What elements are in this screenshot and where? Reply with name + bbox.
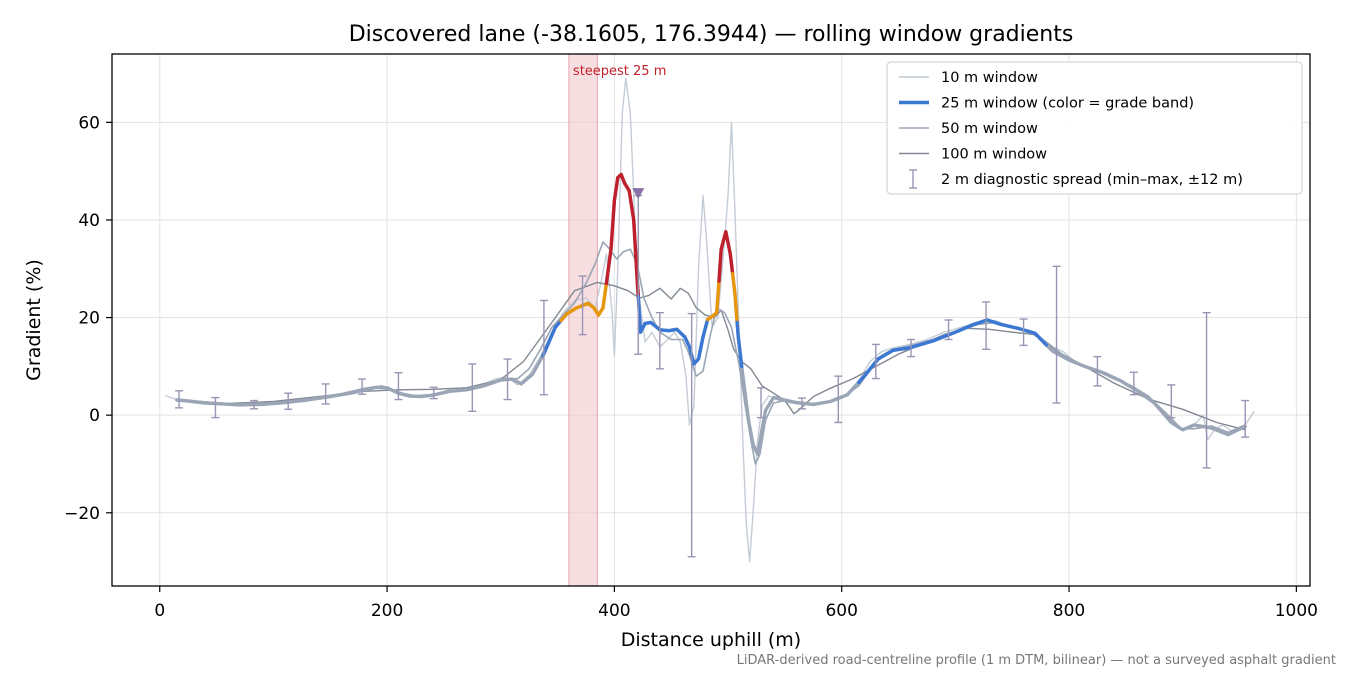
- plot-frame: [111, 53, 1311, 587]
- y-tick-label-2: 20: [78, 309, 100, 329]
- legend-label: 10 m window: [941, 70, 1038, 86]
- spread-bar-17: [834, 375, 843, 424]
- spread-bar-24: [1093, 355, 1102, 387]
- spread-bar-20: [944, 319, 953, 341]
- grade-band-segment-6: [730, 271, 739, 325]
- spread-bar-9: [503, 358, 512, 401]
- y-tick-label-1: 0: [89, 406, 100, 426]
- spread-bar-8: [468, 363, 477, 412]
- spread-bar-22: [1019, 318, 1028, 347]
- spread-bar-4: [321, 383, 330, 405]
- legend-label: 50 m window: [941, 121, 1038, 137]
- x-axis-label: Distance uphill (m): [621, 629, 801, 651]
- legend-entry-4: 2 m diagnostic spread (min–max, ±12 m): [909, 169, 1243, 189]
- x-tick-label-2: 400: [598, 601, 630, 621]
- spread-bar-23: [1052, 265, 1061, 404]
- spread-bar-21: [982, 301, 991, 350]
- spread-bar-3: [284, 392, 293, 411]
- grade-band-segment-1: [559, 281, 609, 323]
- spread-bar-19: [907, 338, 916, 358]
- diagnostic-spread-bars: [175, 194, 1250, 558]
- spread-bar-6: [394, 372, 403, 401]
- legend-label: 100 m window: [941, 147, 1047, 163]
- legend-box: [886, 61, 1303, 195]
- spread-bar-18: [871, 343, 880, 380]
- spread-bar-26: [1167, 384, 1176, 419]
- y-tick-label-0: −20: [64, 504, 100, 524]
- legend-entry-1: 25 m window (color = grade band): [899, 96, 1194, 112]
- x-tick-label-4: 800: [1053, 601, 1085, 621]
- x-tick-label-3: 600: [825, 601, 857, 621]
- series-line-100m: [193, 281, 1246, 431]
- spread-bar-2: [250, 399, 259, 410]
- y-tick-label-4: 60: [78, 113, 100, 133]
- footnote: LiDAR-derived road-centreline profile (1…: [737, 653, 1336, 668]
- spread-bar-1: [211, 396, 220, 419]
- steepest-marker-triangle: [632, 188, 645, 200]
- grade-band-segment-3: [636, 294, 710, 366]
- spread-bar-14: [687, 312, 696, 558]
- grade-band-segment-5: [717, 230, 735, 283]
- y-tick-label-3: 40: [78, 211, 100, 231]
- legend-entry-0: 10 m window: [899, 70, 1038, 86]
- y-axis-label: Gradient (%): [23, 259, 45, 381]
- legend-label: 25 m window (color = grade band): [941, 96, 1194, 112]
- spread-bar-25: [1129, 371, 1138, 396]
- legend-entry-3: 100 m window: [899, 147, 1047, 163]
- series-lines: [165, 77, 1255, 563]
- grade-band-segment-2: [604, 172, 640, 299]
- steepest-marker: [632, 188, 645, 200]
- spread-bar-0: [175, 390, 184, 409]
- axis-ticks: 0 200 400 600 800 1000 −20 0 20 40 60: [64, 113, 1318, 621]
- chart-title: Discovered lane (-38.1605, 176.3944) — r…: [349, 22, 1074, 47]
- x-tick-label-1: 200: [371, 601, 403, 621]
- spread-bar-11: [578, 275, 587, 336]
- spread-bar-13: [655, 311, 664, 370]
- spread-bar-5: [358, 378, 367, 395]
- spread-bar-7: [429, 386, 438, 400]
- grade-band-segment-8: [857, 318, 1048, 384]
- grade-band-segment-4: [705, 279, 721, 322]
- spread-bar-10: [539, 299, 548, 396]
- legend-entry-2: 50 m window: [899, 121, 1038, 137]
- x-tick-label-0: 0: [154, 601, 165, 621]
- spread-bar-15: [757, 387, 766, 419]
- legend: 10 m window 25 m window (color = grade ba…: [886, 61, 1303, 195]
- spread-bar-27: [1202, 311, 1211, 469]
- x-tick-label-5: 1000: [1275, 601, 1318, 621]
- legend-label: 2 m diagnostic spread (min–max, ±12 m): [941, 172, 1243, 188]
- grade-band-segment-7: [735, 320, 744, 369]
- spread-bar-16: [797, 397, 806, 410]
- spread-bar-28: [1241, 399, 1250, 438]
- steepest-label: steepest 25 m: [573, 64, 666, 79]
